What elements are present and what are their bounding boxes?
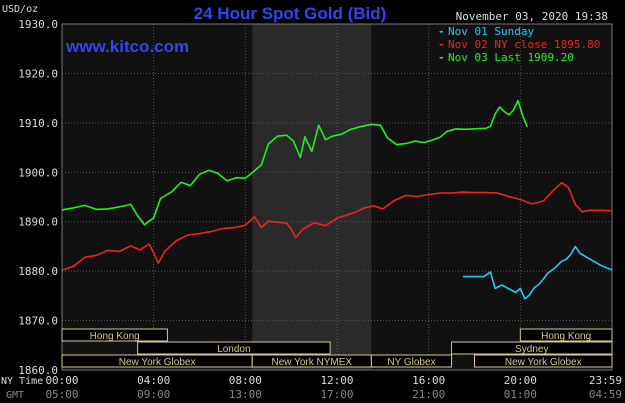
ny-time-row-label: NY Time [1, 376, 43, 387]
session-label: Hong Kong [541, 331, 591, 342]
y-tick-label: 1890.0 [18, 216, 58, 229]
session-label: London [217, 344, 250, 355]
session-label: Sydney [515, 344, 548, 355]
session-label: Hong Kong [90, 331, 140, 342]
legend-entry: Nov 01 Sunday [448, 25, 534, 38]
legend-entry: Nov 03 Last 1909.20 [448, 51, 574, 64]
session-label: New York NYMEX [271, 357, 352, 368]
session-box [451, 341, 613, 355]
series-line-nov-01-sunday [463, 245, 613, 300]
chart-title: 24 Hour Spot Gold (Bid) [194, 4, 387, 23]
session-box [474, 354, 613, 368]
x-tick-label-ny: 20:00 [504, 374, 537, 387]
session-box [370, 354, 453, 368]
session-label: NY Globex [387, 357, 435, 368]
gmt-row-label: GMT [6, 390, 24, 401]
x-tick-label-gmt: 01:00 [504, 388, 537, 401]
nymex-shaded-band [252, 24, 372, 370]
legend-dash: - [438, 25, 445, 38]
session-box [137, 341, 331, 355]
legend-entry: Nov 02 NY close 1895.80 [448, 38, 600, 51]
session-box [61, 328, 168, 342]
x-tick-label-gmt: 05:00 [45, 388, 78, 401]
session-label: New York Globex [505, 357, 582, 368]
x-tick-label-gmt: 09:00 [137, 388, 170, 401]
x-tick-label-ny: 00:00 [45, 374, 78, 387]
x-tick-label-gmt: 17:00 [320, 388, 353, 401]
y-tick-label: 1910.0 [18, 117, 58, 130]
x-tick-label-ny: 04:00 [137, 374, 170, 387]
y-tick-label: 1920.0 [18, 67, 58, 80]
legend-dash: - [438, 38, 445, 51]
y-tick-label: 1930.0 [18, 18, 58, 31]
x-tick-label-ny: 23:59 [589, 374, 622, 387]
unit-label: USD/oz [2, 4, 38, 15]
y-tick-label: 1900.0 [18, 166, 58, 179]
timestamp: November 03, 2020 19:38 [456, 10, 608, 23]
session-label: New York Globex [119, 357, 196, 368]
watermark: www.kitco.com [65, 37, 189, 56]
x-tick-label-gmt: 21:00 [412, 388, 445, 401]
x-tick-label-gmt: 13:00 [229, 388, 262, 401]
y-tick-label: 1880.0 [18, 265, 58, 278]
x-tick-label-ny: 12:00 [320, 374, 353, 387]
x-tick-label-ny: 08:00 [229, 374, 262, 387]
y-tick-label: 1860.0 [18, 364, 58, 377]
x-tick-label-ny: 16:00 [412, 374, 445, 387]
plot-frame [61, 23, 613, 371]
session-box [519, 328, 613, 342]
x-tick-label-gmt: 04:59 [589, 388, 622, 401]
y-tick-label: 1870.0 [18, 315, 58, 328]
series-line-nov-03-last-1909-20 [61, 99, 528, 226]
series-line-nov-02-ny-close-1895-80 [61, 181, 613, 271]
legend-dash: - [438, 51, 445, 64]
